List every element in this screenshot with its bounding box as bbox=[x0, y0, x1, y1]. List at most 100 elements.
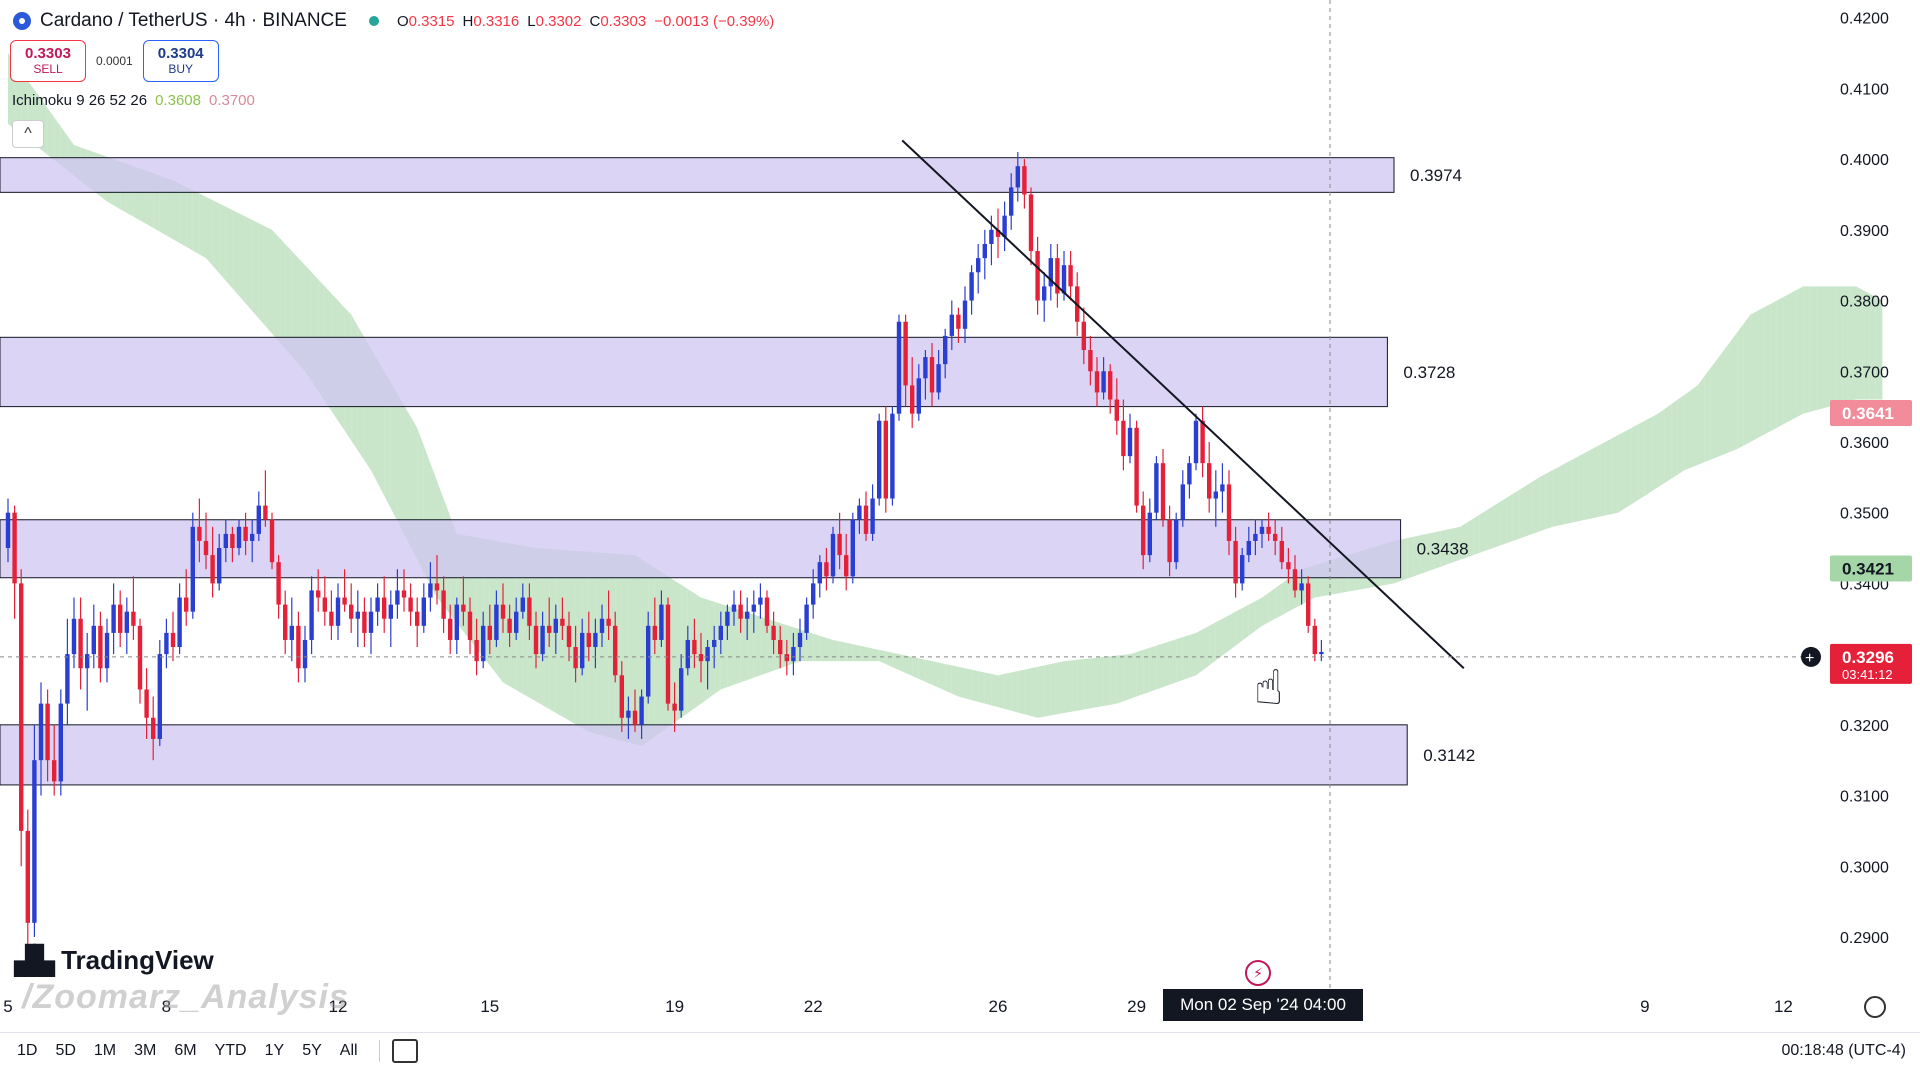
range-button-ytd[interactable]: YTD bbox=[214, 1042, 247, 1059]
candle bbox=[547, 597, 552, 648]
range-button-3m[interactable]: 3M bbox=[134, 1042, 157, 1059]
candle bbox=[98, 611, 103, 683]
candle-body bbox=[679, 668, 684, 711]
cloud-segment bbox=[965, 668, 972, 701]
candle bbox=[1233, 526, 1238, 598]
clock-timezone[interactable]: 00:18:48 (UTC-4) bbox=[1781, 1042, 1907, 1059]
cloud-segment bbox=[905, 655, 913, 676]
candle-body bbox=[98, 625, 103, 669]
candle bbox=[256, 491, 261, 541]
range-button-1m[interactable]: 1M bbox=[93, 1042, 117, 1059]
candle bbox=[32, 724, 37, 937]
settings-gear-icon[interactable] bbox=[1864, 996, 1886, 1018]
candle bbox=[896, 314, 902, 421]
indicator-legend[interactable]: Ichimoku 9 26 52 26 0.3608 0.3700 bbox=[12, 92, 255, 109]
candle-body bbox=[877, 420, 882, 499]
cloud-segment bbox=[1638, 420, 1645, 500]
candle-body bbox=[203, 540, 209, 556]
cloud-segment bbox=[1697, 376, 1705, 465]
cloud-segment bbox=[1730, 332, 1738, 452]
candle-body bbox=[217, 548, 222, 584]
cloud-segment bbox=[1400, 538, 1408, 582]
cloud-segment bbox=[1704, 367, 1711, 463]
candle bbox=[230, 526, 235, 563]
cloud-segment bbox=[1684, 390, 1691, 471]
cloud-segment bbox=[595, 552, 602, 736]
candle-body bbox=[949, 314, 954, 336]
cloud-segment bbox=[1050, 662, 1058, 716]
candle-body bbox=[943, 335, 948, 365]
x-tick-label: 12 bbox=[1774, 997, 1793, 1016]
trendline bbox=[901, 139, 1465, 669]
sell-price: 0.3303 bbox=[25, 45, 71, 63]
crosshair-time-label: Mon 02 Sep '24 04:00 bbox=[1163, 989, 1363, 1021]
candle bbox=[791, 632, 796, 676]
lightning-event-icon[interactable]: ⚡ bbox=[1245, 960, 1271, 986]
range-button-1d[interactable]: 1D bbox=[17, 1042, 38, 1059]
candle-body bbox=[177, 597, 182, 648]
candle-body bbox=[573, 647, 578, 669]
candle-body bbox=[1207, 463, 1212, 499]
cloud-segment bbox=[397, 393, 404, 534]
zone-box-3 bbox=[0, 724, 1408, 786]
range-button-5y[interactable]: 5Y bbox=[302, 1042, 322, 1059]
range-button-all[interactable]: All bbox=[339, 1042, 358, 1059]
cloud-segment bbox=[819, 635, 827, 662]
cloud-segment bbox=[833, 639, 840, 662]
cloud-segment bbox=[1229, 611, 1236, 651]
range-button-1y[interactable]: 1Y bbox=[264, 1042, 285, 1059]
candle-body bbox=[118, 604, 123, 633]
cloud-segment bbox=[1836, 286, 1843, 405]
candle-body bbox=[778, 639, 783, 655]
symbol-header: Cardano / TetherUS · 4h · BINANCE O0.331… bbox=[12, 8, 774, 34]
candle bbox=[507, 604, 512, 648]
cloud-segment bbox=[1875, 297, 1883, 400]
candle-body bbox=[533, 625, 539, 655]
candle-body bbox=[256, 505, 261, 534]
candle bbox=[342, 569, 347, 612]
cloud-segment bbox=[1130, 651, 1137, 699]
candle bbox=[877, 413, 882, 506]
candle bbox=[870, 484, 875, 541]
cloud-segment bbox=[272, 229, 279, 342]
candle-body bbox=[811, 583, 816, 605]
range-button-6m[interactable]: 6M bbox=[174, 1042, 197, 1059]
candle-body bbox=[1220, 484, 1225, 492]
candle-body bbox=[441, 590, 446, 619]
cloud-segment bbox=[1737, 323, 1744, 450]
candle bbox=[269, 512, 275, 570]
candle bbox=[1048, 243, 1053, 301]
candle bbox=[1167, 505, 1172, 577]
cloud-segment bbox=[694, 593, 701, 709]
candle bbox=[599, 604, 605, 648]
candle bbox=[1187, 456, 1192, 499]
symbol-title[interactable]: Cardano / TetherUS · 4h · BINANCE bbox=[40, 10, 347, 31]
cloud-segment bbox=[1592, 445, 1599, 519]
candle-body bbox=[467, 611, 473, 640]
cloud-segment bbox=[958, 666, 965, 699]
candle-body bbox=[593, 632, 598, 648]
candle bbox=[1081, 307, 1086, 365]
candle-body bbox=[355, 611, 360, 619]
candle-body bbox=[362, 611, 367, 633]
buy-button[interactable]: 0.3304 BUY bbox=[142, 40, 219, 82]
candle-body bbox=[487, 625, 492, 640]
cloud-segment bbox=[1202, 625, 1210, 671]
candle bbox=[626, 696, 631, 739]
cloud-segment bbox=[998, 673, 1005, 709]
range-button-5d[interactable]: 5D bbox=[55, 1042, 76, 1059]
candle-body bbox=[1042, 286, 1047, 301]
candle-body bbox=[263, 505, 268, 520]
candle-body bbox=[540, 625, 545, 655]
candle bbox=[415, 597, 420, 648]
candle-body bbox=[1028, 194, 1034, 252]
candle-body bbox=[1094, 371, 1100, 393]
candle bbox=[804, 597, 809, 640]
collapse-legend-button[interactable]: ^ bbox=[12, 120, 44, 148]
calendar-icon[interactable] bbox=[391, 1039, 418, 1063]
sell-button[interactable]: 0.3303 SELL bbox=[10, 40, 86, 82]
candle-body bbox=[408, 597, 413, 612]
high-value: 0.3316 bbox=[473, 12, 520, 30]
